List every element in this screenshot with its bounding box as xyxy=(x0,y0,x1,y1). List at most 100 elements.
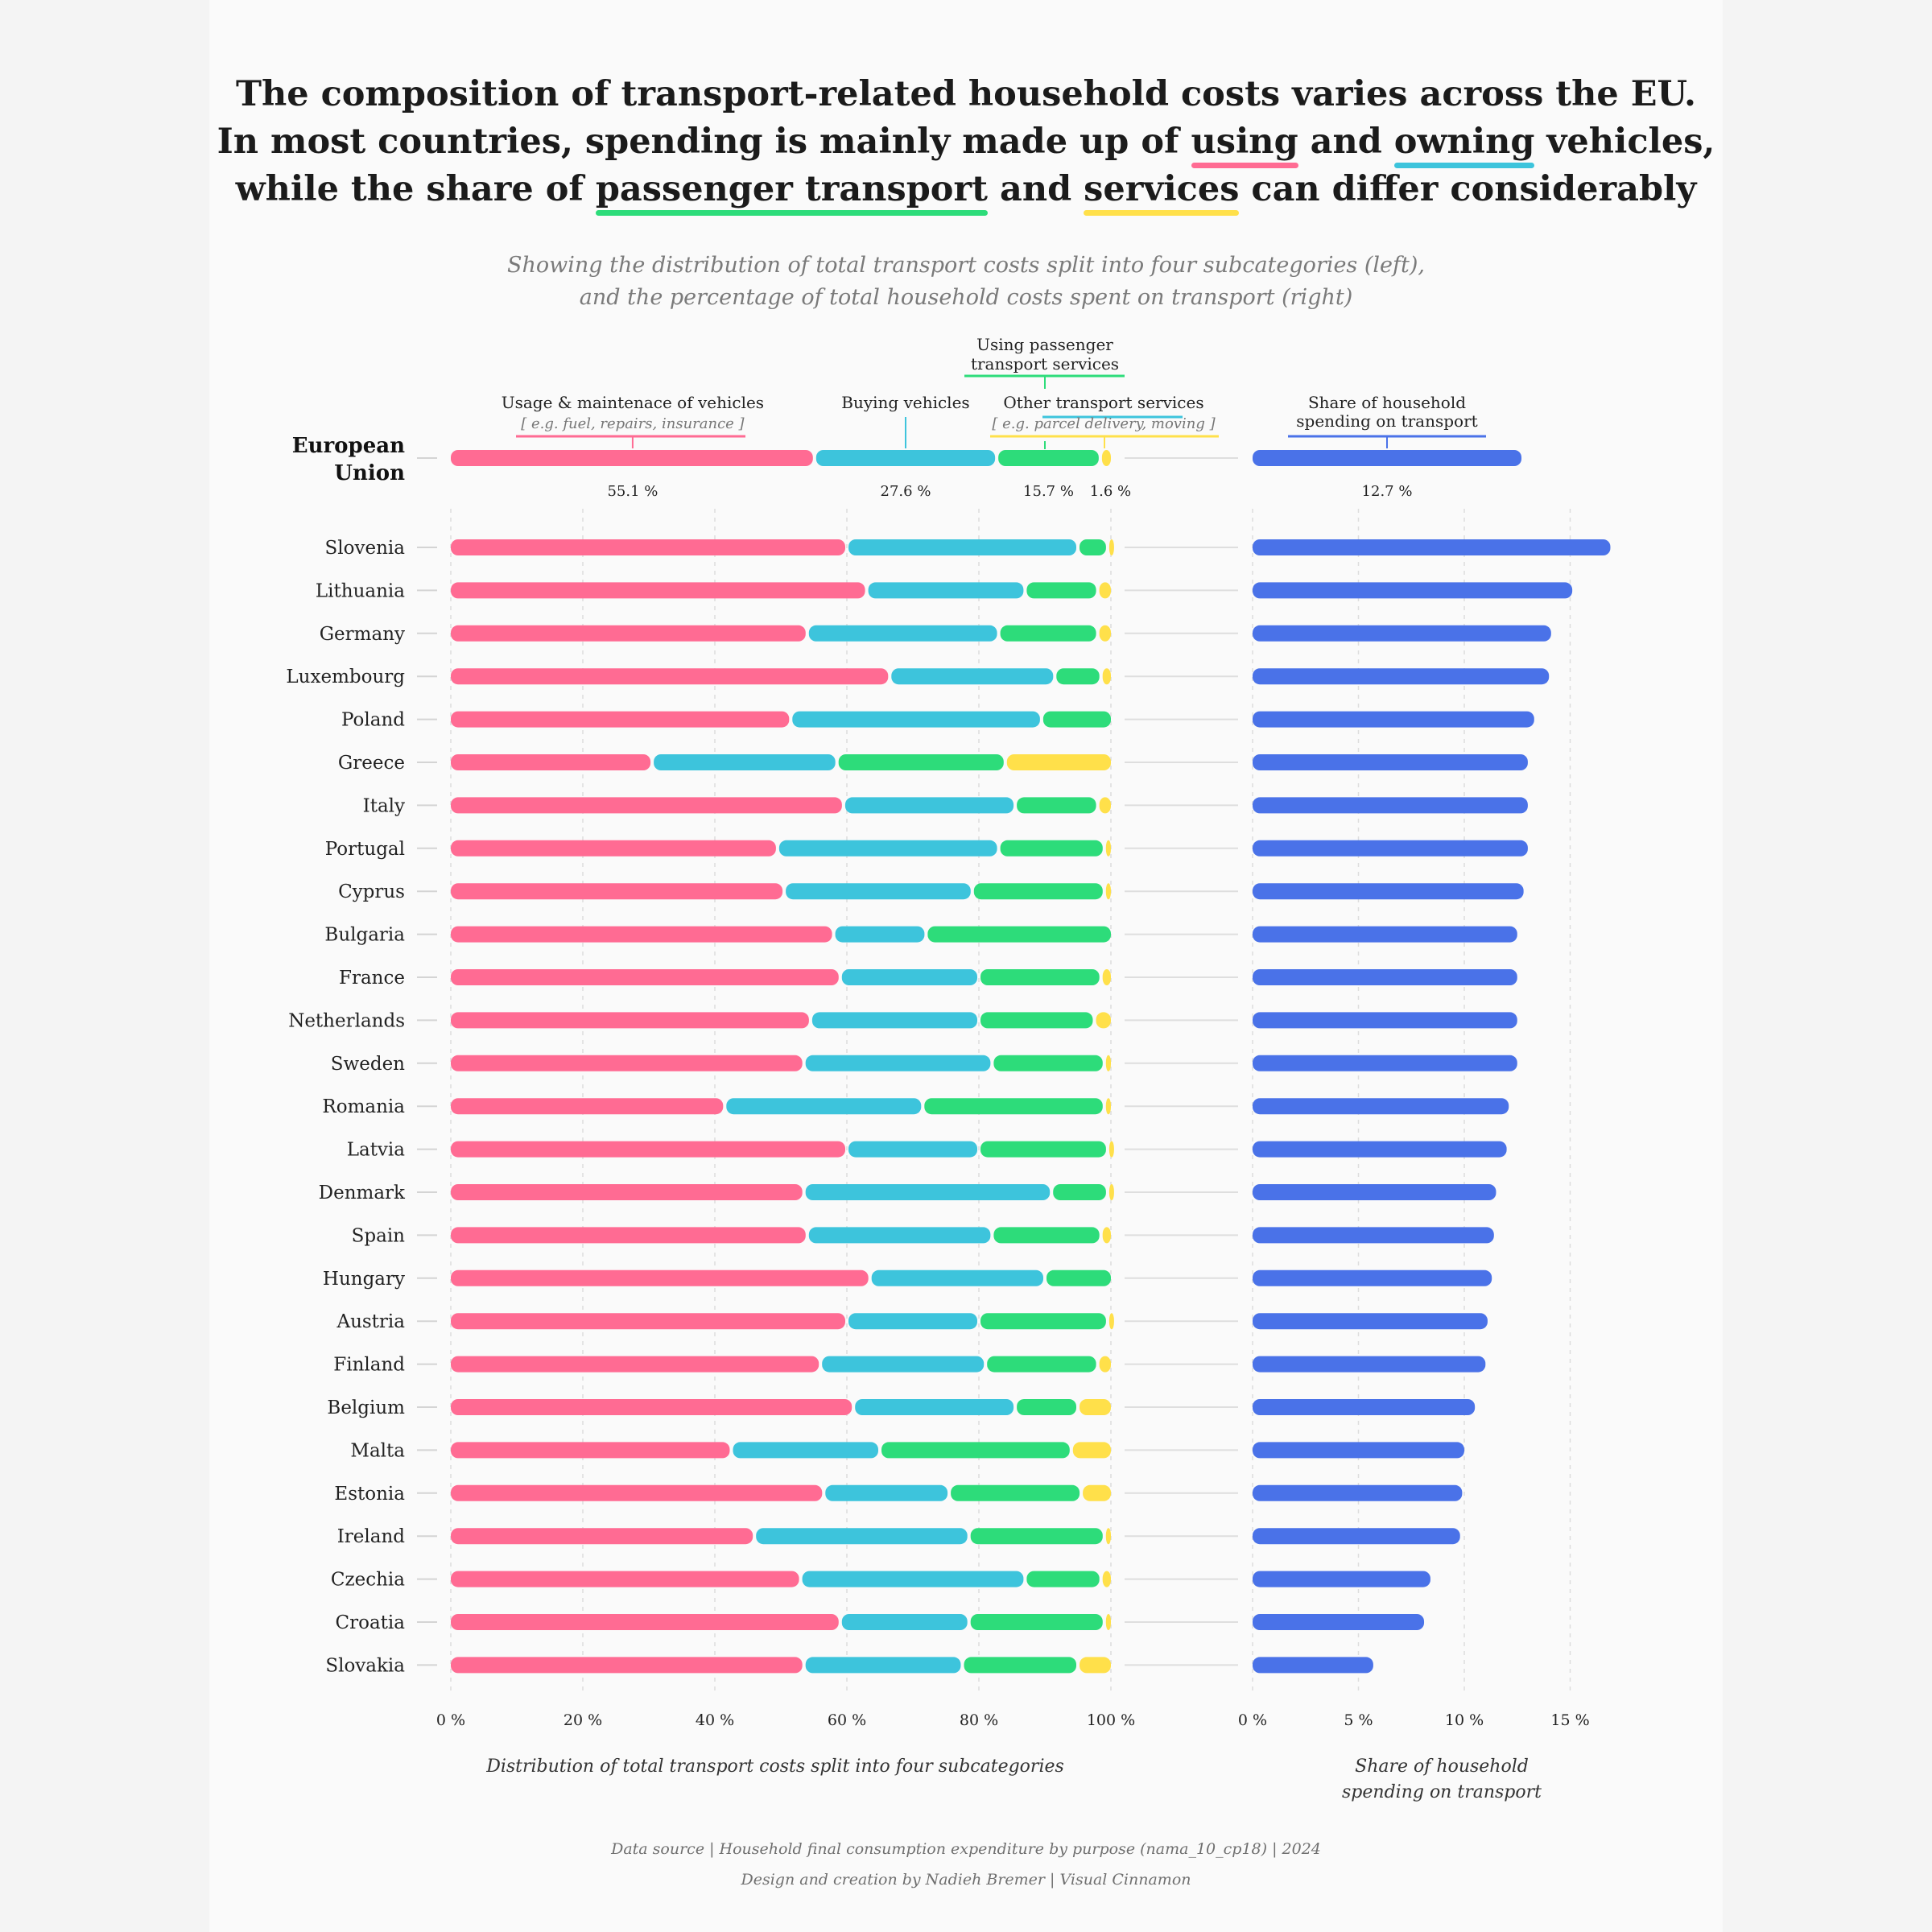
bar-segment-buying xyxy=(808,625,997,642)
bar-segment-using xyxy=(451,668,889,685)
bar-segment-using xyxy=(451,1055,803,1071)
bar-segment-passenger xyxy=(1017,797,1096,814)
bar-segment-passenger xyxy=(980,1141,1106,1158)
data-source: Data source | Household final consumptio… xyxy=(611,1840,1321,1858)
bar-segment-services xyxy=(1108,1184,1114,1200)
bar-segment-buying xyxy=(848,1313,977,1330)
bar-segment-passenger xyxy=(1000,625,1096,642)
eu-value-label: 27.6 % xyxy=(881,483,931,500)
country-label: Greece xyxy=(338,753,405,774)
share-bar xyxy=(1253,582,1573,599)
bar-segment-passenger xyxy=(1046,1269,1111,1286)
share-bar xyxy=(1253,668,1550,685)
bar-segment-buying xyxy=(805,1055,991,1071)
headline-text: can differ considerably xyxy=(1239,169,1697,209)
x-tick-label: 0 % xyxy=(1238,1711,1267,1729)
x-tick-label: 100 % xyxy=(1087,1711,1135,1729)
bar-segment-passenger xyxy=(998,450,1099,466)
country-label: Germany xyxy=(320,624,405,645)
share-bar xyxy=(1253,1484,1463,1501)
headline-text: and xyxy=(1298,122,1394,162)
bar-segment-passenger xyxy=(1056,668,1100,685)
country-label: Croatia xyxy=(336,1612,406,1633)
share-bar xyxy=(1253,754,1528,770)
share-bar xyxy=(1253,1442,1464,1459)
x-tick-label: 5 % xyxy=(1344,1711,1373,1729)
bar-segment-passenger xyxy=(987,1356,1096,1373)
share-bar xyxy=(1253,1269,1492,1286)
country-label: Slovenia xyxy=(325,538,406,559)
bar-segment-buying xyxy=(805,1657,961,1674)
bar-segment-passenger xyxy=(1042,711,1111,728)
bar-segment-using xyxy=(451,1141,845,1158)
country-label: Malta xyxy=(350,1440,405,1461)
country-label: Slovakia xyxy=(325,1655,405,1676)
bar-segment-using xyxy=(451,1012,809,1029)
bar-segment-buying xyxy=(871,1269,1043,1286)
bar-segment-passenger xyxy=(993,1055,1103,1071)
country-label: Spain xyxy=(352,1225,406,1246)
bar-segment-buying xyxy=(815,450,996,466)
bar-segment-services xyxy=(1108,1141,1114,1158)
bar-segment-passenger xyxy=(1026,582,1096,599)
share-bar xyxy=(1253,883,1524,900)
country-label: Poland xyxy=(341,710,405,731)
bar-segment-services xyxy=(1102,1227,1111,1244)
bar-segment-services xyxy=(1102,1571,1111,1587)
headline: The composition of transport-related hou… xyxy=(209,71,1723,216)
bar-segment-buying xyxy=(811,1012,977,1029)
bar-segment-passenger xyxy=(1000,840,1103,857)
bar-segment-using xyxy=(451,1098,724,1115)
country-label: Austria xyxy=(336,1311,405,1332)
bar-segment-buying xyxy=(786,883,971,900)
bar-segment-using xyxy=(451,1442,730,1459)
country-label: France xyxy=(339,968,405,989)
bar-segment-services xyxy=(1099,625,1111,642)
bar-segment-using xyxy=(451,1571,799,1587)
annotation-share-line-1: Share of household xyxy=(1308,393,1466,412)
bar-segment-buying xyxy=(808,1227,991,1244)
bar-segment-using xyxy=(451,969,839,985)
bar-segment-buying xyxy=(848,1141,977,1158)
country-label: Finland xyxy=(333,1355,405,1376)
bar-segment-using xyxy=(451,711,790,728)
country-label: Luxembourg xyxy=(286,667,405,687)
highlight-passenger-transport: passenger transport xyxy=(595,166,989,216)
bar-segment-using xyxy=(451,1614,839,1630)
x-tick-label: 40 % xyxy=(696,1711,734,1729)
bar-segment-using xyxy=(451,883,783,900)
headline-text: In most countries, spending is mainly ma… xyxy=(217,122,1191,162)
annotation-using-note: [ e.g. fuel, repairs, insurance ] xyxy=(521,415,745,432)
bar-segment-using xyxy=(451,450,813,466)
bar-segment-using xyxy=(451,1313,845,1330)
share-bar xyxy=(1253,926,1517,943)
bar-segment-services xyxy=(1105,1055,1111,1071)
bar-segment-using xyxy=(451,1356,819,1373)
bar-segment-passenger xyxy=(970,1528,1103,1545)
bar-segment-using xyxy=(451,582,865,599)
x-tick-label: 15 % xyxy=(1550,1711,1589,1729)
share-bar xyxy=(1253,1614,1425,1630)
bar-segment-using xyxy=(451,625,806,642)
bar-segment-buying xyxy=(835,926,925,943)
share-bar-eu xyxy=(1253,450,1522,466)
bar-segment-passenger xyxy=(924,1098,1103,1115)
country-label: Lithuania xyxy=(316,580,405,601)
bar-segment-using xyxy=(451,1184,803,1200)
annotation-services: Other transport services xyxy=(1003,393,1203,412)
country-label: Belgium xyxy=(327,1397,405,1418)
x-tick-label: 20 % xyxy=(564,1711,602,1729)
country-label: Italy xyxy=(363,795,405,816)
share-bar xyxy=(1253,840,1528,857)
bar-segment-using xyxy=(451,539,845,555)
bar-segment-services xyxy=(1099,797,1111,814)
bar-segment-services xyxy=(1105,1098,1111,1115)
bar-segment-services xyxy=(1099,582,1111,599)
bar-segment-buying xyxy=(822,1356,985,1373)
bar-segment-buying xyxy=(841,969,977,985)
subtitle-line-1: Showing the distribution of total transp… xyxy=(507,253,1425,278)
bar-segment-using xyxy=(451,1269,869,1286)
bar-segment-using xyxy=(451,1657,803,1674)
annotation-services-note: [ e.g. parcel delivery, moving ] xyxy=(992,415,1216,432)
bar-segment-services xyxy=(1105,840,1111,857)
